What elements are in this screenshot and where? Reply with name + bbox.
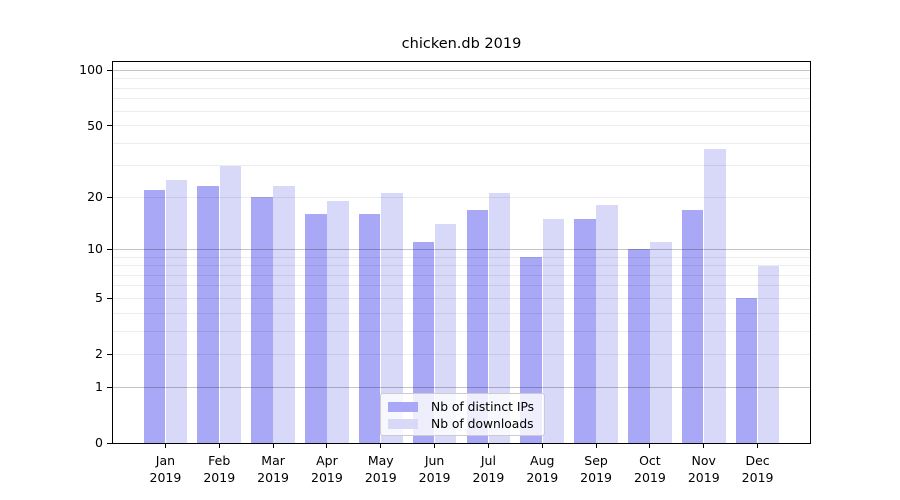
legend-label-downloads: Nb of downloads — [431, 416, 534, 431]
gridline-major — [113, 69, 810, 71]
y-tick-label: 5 — [95, 290, 103, 306]
bar-downloads — [488, 193, 511, 443]
gridline-minor — [113, 87, 810, 89]
bar-distinct-ips — [305, 214, 327, 443]
legend-label-distinct-ips: Nb of distinct IPs — [431, 399, 535, 414]
x-tick-mark — [434, 444, 436, 448]
y-tick-label: 100 — [79, 62, 103, 78]
y-tick-label: 2 — [95, 346, 103, 362]
y-tick-label: 1 — [95, 379, 103, 395]
x-tick-label: Apr 2019 — [311, 453, 343, 485]
bar-downloads — [650, 242, 672, 443]
y-tick-label: 0 — [95, 435, 103, 450]
x-tick-label: Jun 2019 — [418, 453, 451, 485]
y-tick-mark — [107, 297, 112, 299]
y-tick-mark — [107, 69, 112, 71]
legend-swatch-downloads — [388, 418, 418, 429]
gridline-minor — [113, 98, 810, 100]
x-tick-mark — [326, 444, 328, 448]
x-tick-mark — [380, 444, 382, 448]
x-tick-mark — [757, 444, 759, 448]
legend-item-downloads: Nb of downloads — [388, 415, 536, 432]
x-tick-mark — [595, 444, 597, 448]
bar-distinct-ips — [466, 209, 489, 443]
x-tick-label: Sep 2019 — [580, 453, 612, 485]
y-tick-mark — [107, 196, 112, 198]
y-tick-label: 50 — [87, 117, 103, 133]
bar-downloads — [273, 186, 295, 443]
x-tick-mark — [218, 444, 220, 448]
bar-distinct-ips — [251, 197, 273, 443]
x-tick-mark — [649, 444, 651, 448]
bar-distinct-ips — [735, 298, 758, 443]
x-tick-mark — [541, 444, 543, 448]
bar-downloads — [542, 219, 565, 443]
bar-downloads — [704, 149, 726, 443]
y-tick-mark — [107, 353, 112, 355]
bar-downloads — [219, 165, 242, 443]
bar-downloads — [327, 201, 349, 443]
x-tick-label: Dec 2019 — [741, 453, 774, 485]
x-tick-label: May 2019 — [364, 453, 397, 485]
bar-distinct-ips — [574, 219, 596, 443]
legend-swatch-distinct-ips — [388, 401, 418, 412]
gridline-minor — [113, 125, 810, 127]
y-tick-label: 10 — [87, 241, 103, 257]
plot-area — [112, 61, 811, 444]
bar-downloads — [434, 224, 457, 443]
chart-title: chicken.db 2019 — [401, 36, 522, 52]
x-tick-label: Mar 2019 — [257, 453, 289, 485]
gridline-minor — [113, 110, 810, 112]
x-tick-label: Oct 2019 — [634, 453, 666, 485]
bar-downloads — [757, 265, 780, 443]
y-tick-mark — [107, 442, 112, 444]
y-tick-mark — [107, 125, 112, 127]
bar-distinct-ips — [358, 214, 381, 443]
legend-item-distinct-ips: Nb of distinct IPs — [388, 398, 536, 415]
bar-distinct-ips — [197, 186, 219, 443]
x-tick-mark — [164, 444, 166, 448]
gridline-minor — [113, 78, 810, 80]
bar-downloads — [596, 205, 618, 443]
y-tick-mark — [107, 386, 112, 388]
bar-distinct-ips — [143, 189, 166, 443]
x-tick-mark — [272, 444, 274, 448]
legend: Nb of distinct IPs Nb of downloads — [380, 393, 545, 436]
bar-distinct-ips — [681, 209, 704, 443]
bar-distinct-ips — [412, 242, 435, 443]
y-tick-mark — [107, 248, 112, 250]
x-tick-label: Jul 2019 — [472, 453, 505, 485]
x-tick-mark — [703, 444, 705, 448]
gridline-minor — [113, 142, 810, 144]
x-tick-label: Nov 2019 — [687, 453, 720, 485]
y-tick-label: 20 — [87, 189, 103, 205]
x-tick-label: Feb 2019 — [203, 453, 236, 485]
bar-distinct-ips — [628, 249, 650, 443]
bar-downloads — [381, 193, 403, 443]
x-tick-label: Aug 2019 — [526, 453, 559, 485]
x-tick-mark — [487, 444, 489, 448]
bar-downloads — [165, 179, 188, 443]
x-tick-label: Jan 2019 — [149, 453, 182, 485]
